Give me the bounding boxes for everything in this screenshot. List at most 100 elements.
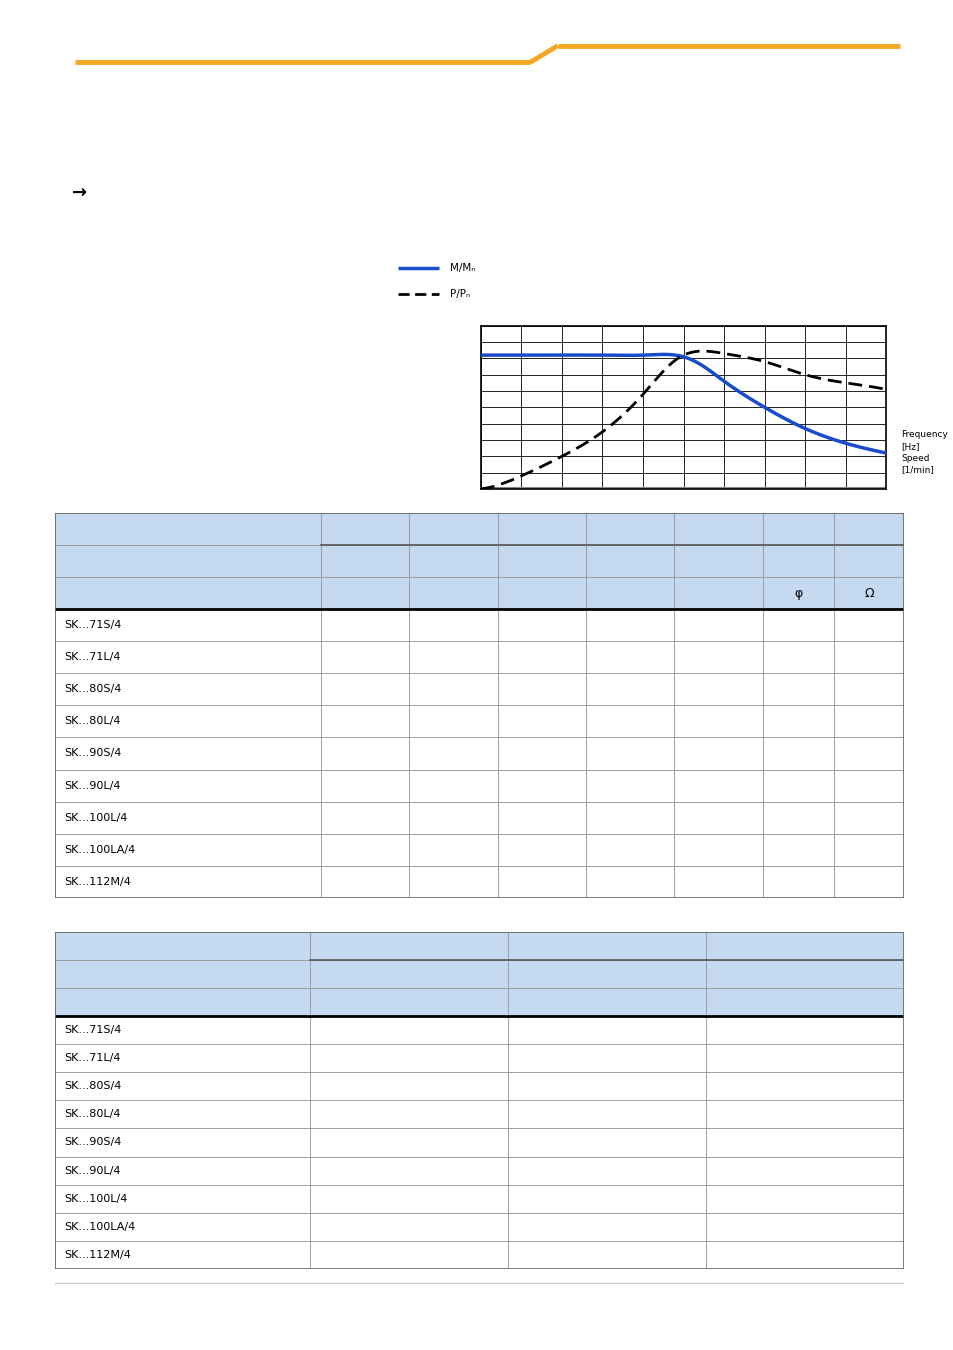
Bar [585, 641, 674, 674]
Text: SK...71S/4: SK...71S/4 [64, 1025, 121, 1035]
Bar [833, 833, 903, 865]
Bar [409, 769, 497, 802]
Bar [55, 641, 320, 674]
Text: SK...112M/4: SK...112M/4 [64, 1250, 131, 1260]
Bar [55, 737, 903, 769]
Bar [55, 1185, 310, 1212]
Bar [310, 1129, 508, 1157]
Bar [833, 705, 903, 737]
Bar [585, 802, 674, 833]
Bar [55, 769, 320, 802]
Bar [320, 865, 409, 898]
Bar [705, 1157, 903, 1185]
Bar [310, 1241, 508, 1269]
Bar [833, 578, 903, 609]
Bar [497, 641, 585, 674]
Bar [55, 769, 903, 802]
Bar [833, 802, 903, 833]
Bar [833, 513, 903, 545]
Bar [497, 802, 585, 833]
Text: SK...71L/4: SK...71L/4 [64, 1053, 120, 1062]
Bar [310, 1212, 508, 1241]
Bar [674, 833, 762, 865]
Bar [55, 609, 903, 641]
Bar [55, 1100, 310, 1129]
Bar [55, 988, 903, 1015]
Bar [585, 609, 674, 641]
Bar [320, 769, 409, 802]
Text: →: → [71, 184, 87, 201]
Bar [320, 833, 409, 865]
Bar [55, 609, 320, 641]
Bar [320, 802, 409, 833]
Bar [497, 833, 585, 865]
Bar [310, 931, 508, 960]
Bar [310, 988, 508, 1015]
Bar [55, 1072, 310, 1100]
Bar [320, 609, 409, 641]
Bar [497, 769, 585, 802]
Bar [55, 513, 320, 545]
Bar [55, 1212, 903, 1241]
Text: SK...71L/4: SK...71L/4 [64, 652, 120, 663]
Bar [55, 1129, 310, 1157]
Bar [55, 1241, 903, 1269]
Bar [55, 1212, 310, 1241]
Bar [585, 737, 674, 769]
Bar [705, 1015, 903, 1044]
Bar [705, 1100, 903, 1129]
Text: SK...90S/4: SK...90S/4 [64, 748, 121, 759]
Bar [55, 802, 903, 833]
Text: SK...90S/4: SK...90S/4 [64, 1138, 121, 1148]
Bar [508, 1157, 705, 1185]
Bar [674, 705, 762, 737]
Bar [705, 1185, 903, 1212]
Bar [310, 1185, 508, 1212]
Bar [674, 802, 762, 833]
Bar [409, 609, 497, 641]
Bar [762, 865, 833, 898]
Bar [508, 1015, 705, 1044]
Text: SK...100LA/4: SK...100LA/4 [64, 1222, 135, 1231]
Bar [310, 1100, 508, 1129]
Bar [55, 1100, 903, 1129]
Text: φ: φ [793, 587, 801, 599]
Bar [705, 1044, 903, 1072]
Bar [310, 1072, 508, 1100]
Bar [55, 960, 310, 988]
Bar [55, 578, 903, 609]
Bar [55, 737, 320, 769]
Bar [762, 705, 833, 737]
Bar [409, 513, 497, 545]
Bar [55, 865, 903, 898]
Bar [508, 1185, 705, 1212]
Bar [497, 545, 585, 578]
Bar [585, 578, 674, 609]
Bar [585, 674, 674, 705]
Bar [762, 833, 833, 865]
Bar [762, 609, 833, 641]
Text: SK...71S/4: SK...71S/4 [64, 620, 121, 630]
Bar [705, 988, 903, 1015]
Bar [705, 960, 903, 988]
Bar [674, 865, 762, 898]
Bar [320, 513, 409, 545]
Bar [55, 1015, 903, 1044]
Bar [55, 674, 320, 705]
Bar [497, 705, 585, 737]
Bar [497, 674, 585, 705]
Bar [762, 513, 833, 545]
Text: SK...80S/4: SK...80S/4 [64, 684, 121, 694]
Bar [55, 1157, 903, 1185]
Bar [320, 578, 409, 609]
Bar [55, 674, 903, 705]
Bar [674, 545, 762, 578]
Bar [762, 737, 833, 769]
Text: SK...100LA/4: SK...100LA/4 [64, 845, 135, 855]
Text: SK...100L/4: SK...100L/4 [64, 813, 127, 822]
Bar [705, 931, 903, 960]
Bar [55, 1072, 903, 1100]
Bar [674, 513, 762, 545]
Bar [833, 769, 903, 802]
Bar [55, 545, 903, 578]
